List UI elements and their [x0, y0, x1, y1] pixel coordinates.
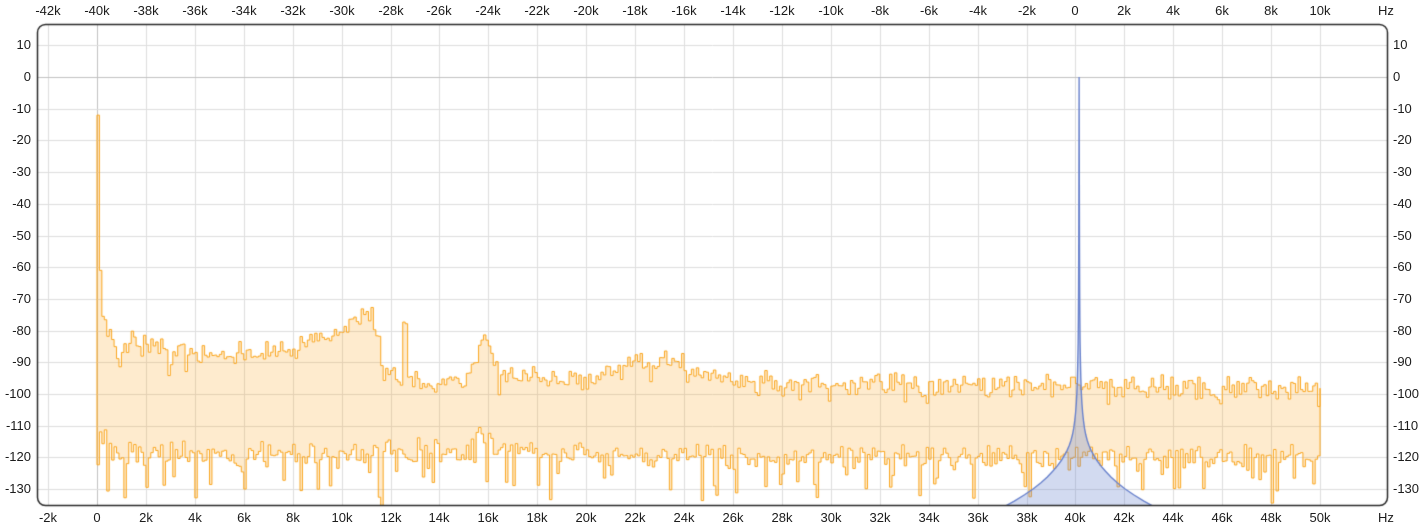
spectrum-analyzer-window: -42k -40k -38k -36k -34k -32k -30k -28k -26k -24k… [0, 0, 1424, 531]
spectrum-plot-canvas[interactable] [0, 0, 1424, 531]
